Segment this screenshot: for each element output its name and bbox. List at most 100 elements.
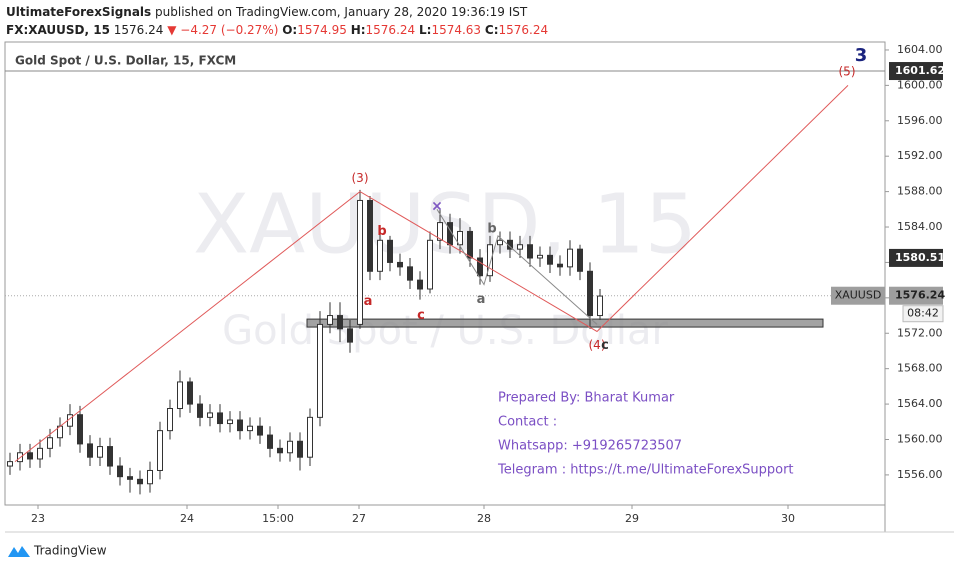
- y-tick-label: 1592.00: [897, 149, 943, 162]
- candle-body: [407, 266, 413, 281]
- wave-label: b: [487, 221, 496, 236]
- candle-body: [187, 381, 193, 405]
- candle-body: [347, 328, 353, 343]
- candle-body: [337, 315, 343, 330]
- watermark-sub: Gold Spot / U.S. Dollar: [222, 308, 668, 354]
- candle-body: [117, 465, 123, 478]
- candle-body: [517, 244, 523, 250]
- candle-body: [557, 263, 563, 268]
- candle-body: [327, 315, 333, 325]
- y-tick-label: 1584.00: [897, 220, 943, 233]
- candle-body: [77, 414, 83, 445]
- symbol-label: XAUUSD: [835, 289, 882, 302]
- candle-body: [157, 430, 163, 471]
- candle-body: [497, 239, 503, 246]
- wave-label: c: [417, 308, 425, 323]
- published: published on TradingView.com, January 28…: [155, 5, 528, 19]
- candle-body: [267, 434, 273, 449]
- wave-label: ×: [431, 199, 443, 215]
- candle-body: [397, 261, 403, 268]
- wave-label: c: [601, 338, 609, 353]
- x-tick-label: 30: [781, 512, 795, 525]
- candle-body: [317, 323, 323, 418]
- price-box: [889, 62, 943, 81]
- candle-body: [237, 419, 243, 432]
- candle-body: [437, 222, 443, 241]
- note: Whatsapp: +919265723507: [498, 439, 682, 454]
- candle-body: [597, 295, 603, 317]
- note: Telegram : https://t.me/UltimateForexSup…: [497, 463, 794, 478]
- last: 1576.24: [114, 23, 164, 37]
- y-tick-label: 1572.00: [897, 326, 943, 339]
- y-tick-label: 1600.00: [897, 78, 943, 91]
- y-tick-label: 1564.00: [897, 397, 943, 410]
- wave-label: b: [377, 224, 386, 239]
- candle-body: [467, 230, 473, 259]
- candle-body: [457, 230, 463, 246]
- symbol-line: FX:XAUUSD, 15 1576.24 ▼ −4.27 (−0.27%) O…: [6, 23, 548, 37]
- candle-body: [207, 412, 213, 418]
- c: 1576.24: [499, 23, 549, 37]
- candle-body: [297, 440, 303, 458]
- candle-body: [377, 239, 383, 272]
- author: UltimateForexSignals: [6, 5, 151, 19]
- x-tick-label: 23: [31, 512, 45, 525]
- candle-body: [387, 239, 393, 263]
- candle-body: [257, 425, 263, 436]
- y-tick-label: 1604.00: [897, 43, 943, 56]
- change: ▼ −4.27 (−0.27%): [167, 23, 278, 37]
- candle-body: [287, 440, 293, 454]
- candle-body: [527, 244, 533, 259]
- y-tick-label: 1588.00: [897, 185, 943, 198]
- y-tick-label: 1560.00: [897, 432, 943, 445]
- candle-body: [307, 416, 313, 458]
- wave-line: [14, 85, 849, 463]
- chart-title: Gold Spot / U.S. Dollar, 15, FXCM: [15, 54, 236, 68]
- candle-body: [37, 447, 43, 460]
- x-tick-label: 27: [352, 512, 366, 525]
- candle-body: [87, 443, 93, 458]
- candle-body: [197, 403, 203, 418]
- candle-body: [277, 447, 283, 454]
- y-tick-label: 1568.00: [897, 362, 943, 375]
- price-box: [889, 286, 943, 305]
- candle-body: [97, 446, 103, 458]
- candle-body: [107, 446, 113, 467]
- candle-body: [27, 452, 33, 460]
- symbol-box: [831, 286, 885, 305]
- l: 1574.63: [431, 23, 481, 37]
- y-tick-label: 1556.00: [897, 468, 943, 481]
- candle-body: [477, 257, 483, 277]
- x-tick-label: 29: [625, 512, 639, 525]
- candle-body: [7, 461, 13, 467]
- l-label: L:: [419, 23, 431, 37]
- o-label: O:: [282, 23, 297, 37]
- wave-label: (5): [839, 65, 856, 79]
- candle-body: [427, 239, 433, 290]
- wave-label: (3): [352, 171, 369, 185]
- notes: Prepared By: Bharat Kumar Contact : Whatsa…: [497, 391, 794, 478]
- price-label: 1576.24: [895, 289, 945, 302]
- footer: TradingView: [8, 544, 107, 558]
- candle-body: [537, 254, 543, 259]
- candle-body: [217, 412, 223, 425]
- wave-line: [436, 209, 598, 325]
- y-tick-label: 1596.00: [897, 114, 943, 127]
- x-tick-label: 28: [477, 512, 491, 525]
- candle-body: [147, 469, 153, 485]
- countdown-box: [902, 305, 944, 323]
- candle-body: [167, 408, 173, 432]
- symbol: FX:XAUUSD, 15: [6, 23, 110, 37]
- zone: [306, 318, 824, 328]
- candle-body: [417, 279, 423, 290]
- wave-label: a: [364, 294, 373, 309]
- price-label: 1580.51: [895, 251, 945, 264]
- candle-body: [487, 244, 493, 277]
- o: 1574.95: [297, 23, 347, 37]
- candle-body: [357, 199, 363, 325]
- wave-label: (4): [589, 338, 606, 352]
- candle-body: [547, 254, 553, 265]
- countdown: 08:42: [907, 307, 939, 320]
- plot-frame: [4, 41, 886, 506]
- c-label: C:: [485, 23, 499, 37]
